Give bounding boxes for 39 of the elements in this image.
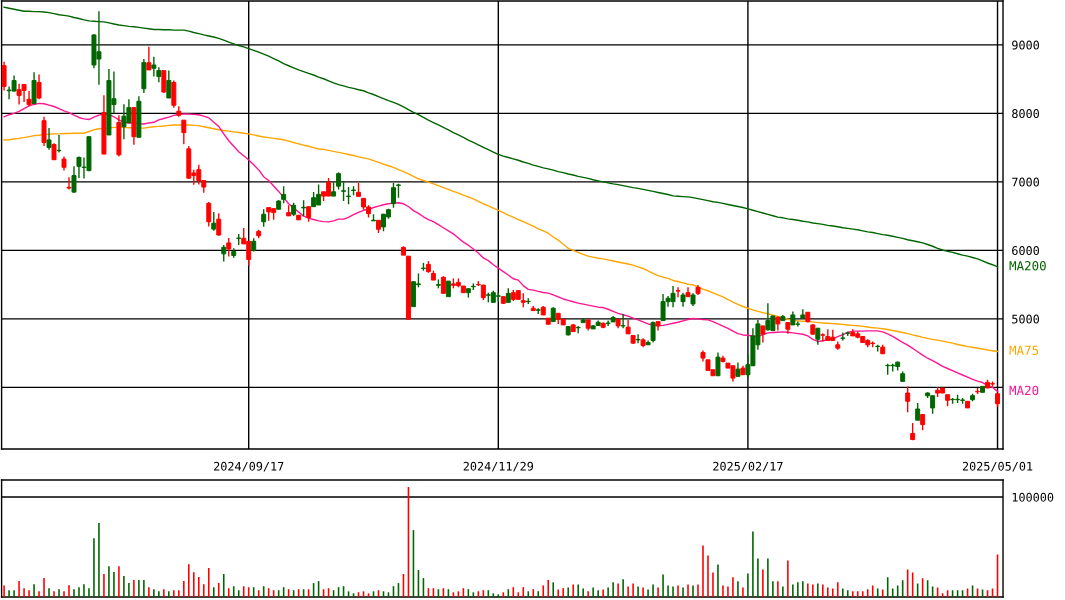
candlestick [390, 182, 396, 209]
candlestick [151, 56, 157, 78]
candlestick [66, 176, 72, 191]
y-tick-label: 8000 [1012, 109, 1040, 119]
candlestick [1, 61, 7, 92]
candlestick [181, 119, 187, 145]
y-tick-label: 9000 [1012, 40, 1040, 50]
y-tick-label: 5000 [1012, 314, 1040, 324]
x-tick-label: 2025/02/17 [713, 461, 783, 472]
line-series [3, 6, 999, 268]
candlestick [206, 201, 212, 228]
x-tick-label: 2025/05/01 [962, 461, 1033, 472]
series-label: MA75 [1009, 345, 1039, 356]
candlestick [620, 313, 626, 329]
candlestick [226, 237, 232, 258]
candlestick [46, 127, 52, 151]
candlestick [660, 293, 666, 322]
candlestick [211, 211, 217, 232]
candlestick [341, 181, 347, 202]
y-tick-label: 7000 [1012, 177, 1040, 187]
candlestick [166, 69, 172, 99]
x-tick-label: 2024/09/17 [214, 461, 284, 472]
candlestick [171, 79, 177, 109]
x-tick-label: 2024/11/29 [463, 461, 534, 472]
candlestick [905, 385, 911, 413]
candlestick [31, 71, 37, 105]
candlestick [36, 73, 42, 101]
candlestick [216, 212, 222, 237]
candlestick [635, 333, 641, 344]
candlestick [56, 134, 62, 154]
candlestick [41, 116, 47, 147]
candlestick [675, 286, 681, 299]
candlestick [121, 103, 127, 141]
y-tick-label: 100000 [1012, 492, 1054, 502]
series-label: MA20 [1009, 385, 1039, 396]
candlestick [146, 46, 152, 71]
series-label: MA200 [1009, 260, 1046, 271]
candlestick [715, 351, 721, 377]
y-tick-label: 6000 [1012, 246, 1040, 256]
